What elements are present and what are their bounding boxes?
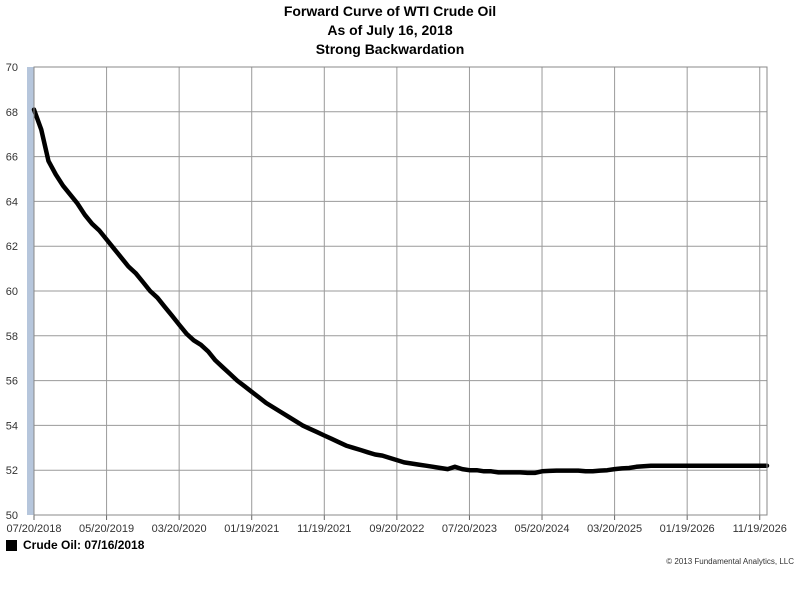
- y-tick-label: 54: [6, 420, 18, 432]
- chart-subtitle-structure: Strong Backwardation: [315, 41, 465, 57]
- x-tick-label: 09/20/2022: [369, 523, 424, 535]
- y-tick-label: 62: [6, 241, 18, 253]
- series-line-crude-oil: [31, 107, 770, 476]
- x-tick-label: 11/19/2021: [297, 523, 351, 535]
- y-tick-label: 70: [6, 62, 18, 74]
- y-tick-label: 56: [6, 376, 18, 388]
- x-tick-labels: 07/20/2018 05/20/2019 03/20/2020 01/19/2021…: [6, 523, 786, 535]
- y-tick-label: 50: [6, 510, 18, 522]
- y-tick-label: 68: [6, 107, 18, 119]
- x-tick-label: 05/20/2019: [79, 523, 134, 535]
- y-tick-label: 60: [6, 286, 18, 298]
- plot-frame: [33, 66, 768, 516]
- x-tick-label: 07/20/2023: [442, 523, 497, 535]
- x-tick-label: 01/19/2021: [224, 523, 279, 535]
- chart-subtitle-date: As of July 16, 2018: [327, 22, 453, 38]
- legend-swatch: [6, 539, 17, 551]
- y-tick-label: 52: [6, 465, 18, 477]
- copyright-notice: © 2013 Fundamental Analytics, LLC: [666, 557, 794, 566]
- x-tick-label: 07/20/2018: [6, 523, 61, 535]
- legend-label: Crude Oil: 07/16/2018: [23, 538, 145, 552]
- chart-title-line: Forward Curve of WTI Crude Oil: [283, 3, 497, 19]
- x-tick-label: 11/19/2026: [733, 523, 787, 535]
- chart-title: Forward Curve of WTI Crude Oil As of Jul…: [0, 2, 780, 59]
- y-tick-label: 58: [6, 331, 18, 343]
- x-tick-label: 05/20/2024: [514, 523, 569, 535]
- x-tick-label: 03/20/2020: [152, 523, 207, 535]
- y-axis-band: [27, 67, 34, 515]
- y-tick-labels: 50 52 54 56 58 60 62 64 66 68 70: [6, 62, 18, 522]
- x-tick-label: 01/19/2026: [660, 523, 715, 535]
- series-lines: [31, 107, 770, 476]
- y-tick-label: 64: [6, 196, 18, 208]
- x-tick-label: 03/20/2025: [587, 523, 642, 535]
- y-tick-label: 66: [6, 152, 18, 164]
- legend: Crude Oil: 07/16/2018: [6, 538, 144, 552]
